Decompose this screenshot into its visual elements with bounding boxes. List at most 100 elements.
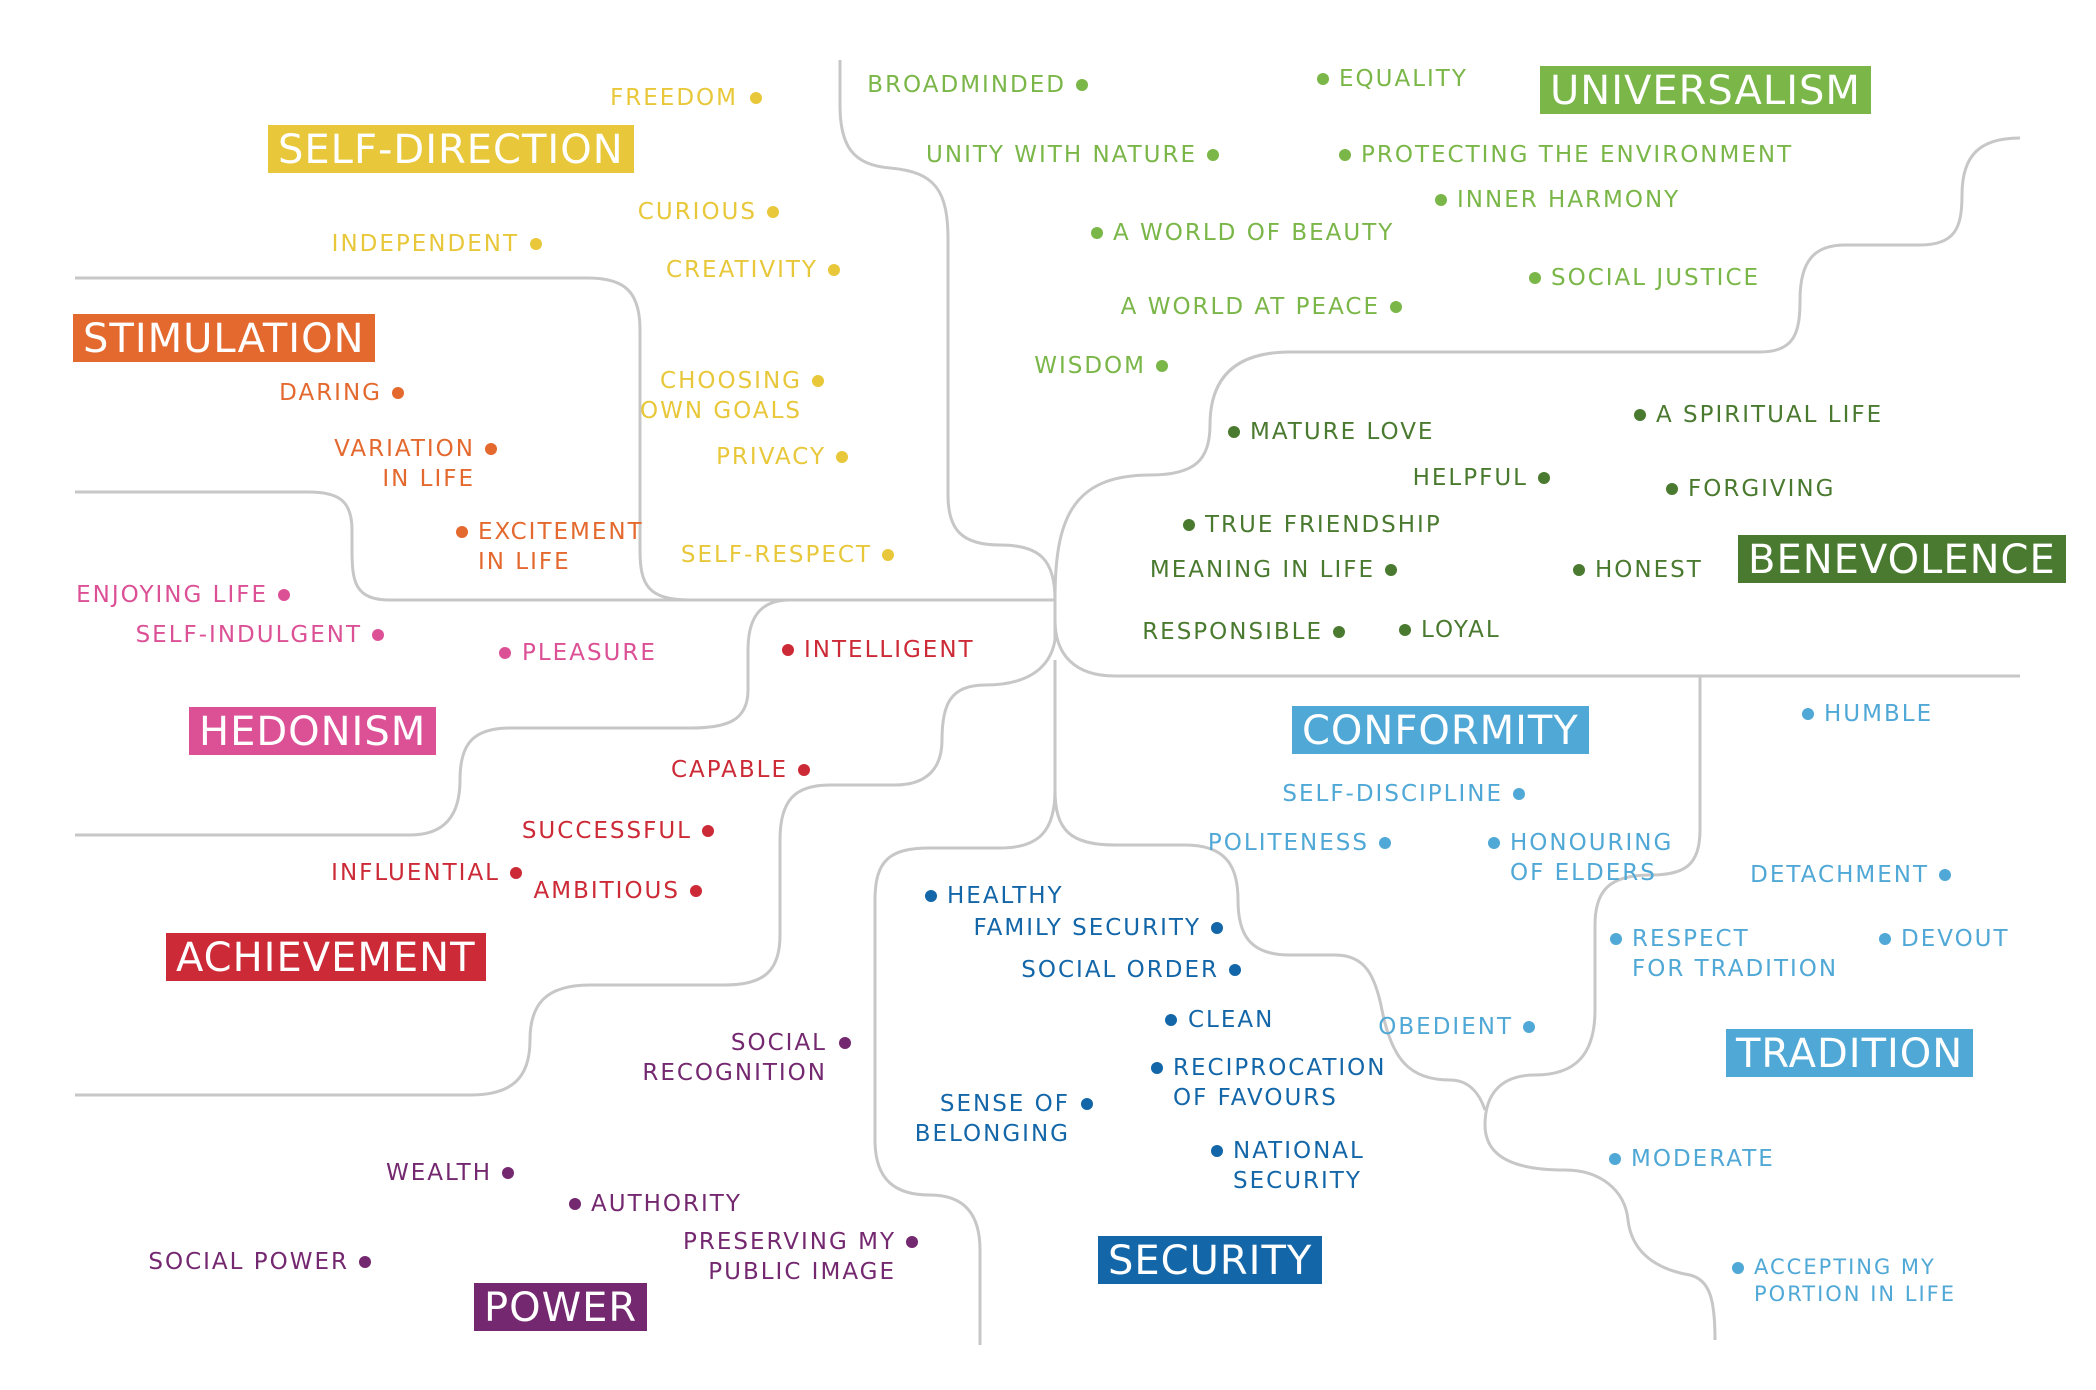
branch-conformity (1053, 660, 1487, 1111)
value-honouring-elders: HONOURING OF ELDERS (1510, 830, 1674, 886)
value-detachment: DETACHMENT (1750, 862, 1929, 888)
value-wealth: WEALTH (386, 1160, 492, 1186)
value-equality: EQUALITY (1339, 66, 1468, 92)
value-dot (1076, 79, 1088, 91)
value-dot (485, 443, 497, 455)
category-achievement: ACHIEVEMENT (166, 933, 486, 981)
value-self-respect: SELF-RESPECT (680, 542, 872, 568)
value-dot (812, 375, 824, 387)
category-stimulation: STIMULATION (73, 314, 375, 362)
value-broadminded: BROADMINDED (867, 72, 1066, 98)
value-dot (1399, 624, 1411, 636)
value-preserving-public-image: PRESERVING MY PUBLIC IMAGE (683, 1229, 896, 1285)
value-accepting-portion: ACCEPTING MY PORTION IN LIFE (1754, 1255, 1957, 1306)
value-enjoying-life: ENJOYING LIFE (76, 582, 268, 608)
value-healthy: HEALTHY (947, 883, 1064, 909)
value-wisdom: WISDOM (1034, 353, 1146, 379)
value-dot (1513, 788, 1525, 800)
value-dot (1081, 1098, 1093, 1110)
value-inner-harmony: INNER HARMONY (1457, 187, 1681, 213)
value-moderate: MODERATE (1631, 1146, 1775, 1172)
value-dot (1317, 73, 1329, 85)
value-self-indulgent: SELF-INDULGENT (135, 622, 362, 648)
value-dot (1610, 933, 1622, 945)
value-social-justice: SOCIAL JUSTICE (1551, 265, 1761, 291)
value-intelligent: INTELLIGENT (804, 637, 975, 663)
value-successful: SUCCESSFUL (521, 818, 692, 844)
value-dot (569, 1198, 581, 1210)
value-dot (372, 629, 384, 641)
value-dot (499, 647, 511, 659)
value-dot (1385, 564, 1397, 576)
value-honest: HONEST (1595, 557, 1703, 583)
value-dot (1183, 519, 1195, 531)
value-dot (1229, 964, 1241, 976)
value-curious: CURIOUS (637, 199, 757, 225)
value-choosing-own-goals: CHOOSING OWN GOALS (639, 368, 802, 424)
value-authority: AUTHORITY (591, 1191, 742, 1217)
category-security: SECURITY (1098, 1236, 1323, 1284)
value-dot (1538, 472, 1550, 484)
value-dot (750, 92, 762, 104)
value-daring: DARING (279, 380, 382, 406)
category-self-direction: SELF-DIRECTION (268, 125, 634, 173)
value-unity-with-nature: UNITY WITH NATURE (926, 142, 1197, 168)
value-social-power: SOCIAL POWER (148, 1249, 349, 1275)
value-dot (359, 1256, 371, 1268)
value-national-security: NATIONAL SECURITY (1233, 1138, 1365, 1194)
value-mature-love: MATURE LOVE (1250, 419, 1435, 445)
value-dot (1634, 409, 1646, 421)
value-dot (1523, 1021, 1535, 1033)
value-dot (1879, 933, 1891, 945)
value-dot (1529, 272, 1541, 284)
value-capable: CAPABLE (670, 757, 788, 783)
value-independent: INDEPENDENT (331, 231, 519, 257)
value-dot (767, 206, 779, 218)
value-dot (1802, 708, 1814, 720)
value-dot (836, 451, 848, 463)
value-meaning-in-life: MEANING IN LIFE (1149, 557, 1375, 583)
value-influential: INFLUENTIAL (331, 860, 500, 886)
value-dot (1573, 564, 1585, 576)
branch-hedonism (75, 598, 1055, 837)
value-devout: DEVOUT (1901, 926, 2010, 952)
branch-achievement (75, 600, 1057, 1097)
value-clean: CLEAN (1188, 1007, 1275, 1033)
value-dot (392, 387, 404, 399)
branch-tradition (1483, 676, 1717, 1341)
value-sense-of-belonging: SENSE OF BELONGING (914, 1091, 1070, 1147)
value-true-friendship: TRUE FRIENDSHIP (1205, 512, 1442, 538)
value-dot (1666, 483, 1678, 495)
value-privacy: PRIVACY (716, 444, 826, 470)
value-spiritual-life: A SPIRITUAL LIFE (1656, 402, 1884, 428)
category-universalism: UNIVERSALISM (1540, 66, 1871, 114)
value-dot (1333, 626, 1345, 638)
value-world-at-peace: A WORLD AT PEACE (1120, 294, 1380, 320)
value-dot (1390, 301, 1402, 313)
value-loyal: LOYAL (1421, 617, 1501, 643)
value-dot (690, 885, 702, 897)
value-humble: HUMBLE (1824, 701, 1934, 727)
value-dot (1228, 426, 1240, 438)
value-dot (1488, 837, 1500, 849)
value-politeness: POLITENESS (1207, 830, 1369, 856)
branch-universalism (838, 60, 1057, 601)
value-dot (1339, 149, 1351, 161)
value-dot (1435, 194, 1447, 206)
value-social-recognition: SOCIAL RECOGNITION (642, 1030, 827, 1086)
value-dot (882, 549, 894, 561)
value-dot (510, 867, 522, 879)
value-dot (906, 1236, 918, 1248)
value-social-order: SOCIAL ORDER (1021, 957, 1219, 983)
value-excitement-in-life: EXCITEMENT IN LIFE (478, 519, 644, 575)
category-power: POWER (474, 1283, 648, 1331)
value-dot (839, 1037, 851, 1049)
value-reciprocation-of-favours: RECIPROCATION OF FAVOURS (1173, 1055, 1387, 1111)
value-dot (1211, 1145, 1223, 1157)
value-dot (1207, 149, 1219, 161)
value-freedom: FREEDOM (610, 85, 738, 111)
value-dot (1379, 837, 1391, 849)
value-dot (1211, 922, 1223, 934)
value-dot (798, 764, 810, 776)
